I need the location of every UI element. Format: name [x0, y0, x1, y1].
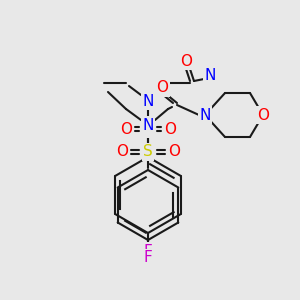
Text: O: O [168, 145, 180, 160]
Text: O: O [116, 145, 128, 160]
Text: F: F [144, 244, 152, 259]
Text: F: F [144, 250, 152, 266]
Text: O: O [180, 53, 192, 68]
Text: O: O [120, 122, 132, 136]
Text: S: S [143, 122, 153, 136]
Text: N: N [142, 94, 154, 109]
Text: S: S [143, 145, 153, 160]
Text: N: N [199, 107, 211, 122]
Text: N: N [142, 118, 154, 133]
Text: N: N [204, 68, 216, 82]
Text: O: O [257, 107, 269, 122]
Text: O: O [164, 122, 176, 136]
Text: O: O [156, 80, 168, 95]
